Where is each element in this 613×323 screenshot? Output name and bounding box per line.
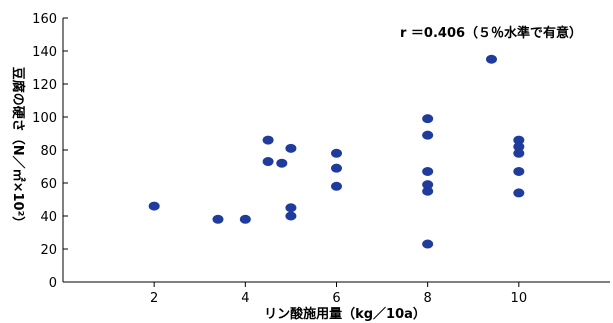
data-point — [331, 148, 342, 158]
data-point — [422, 180, 434, 190]
data-point — [331, 181, 342, 191]
data-point — [212, 214, 224, 224]
data-point — [513, 142, 525, 152]
x-ticks: 2 4 6 8 10 — [150, 282, 527, 306]
y-tick-label: 20 — [40, 243, 57, 258]
x-tick-label: 6 — [332, 291, 340, 306]
y-tick-label: 140 — [32, 45, 57, 60]
data-point — [513, 188, 525, 198]
data-point — [422, 186, 434, 196]
data-point — [485, 54, 497, 64]
data-point — [513, 135, 525, 145]
y-tick-label: 60 — [40, 177, 57, 192]
y-tick-label: 40 — [40, 210, 57, 225]
y-tick-label: 0 — [49, 276, 57, 291]
data-point — [285, 211, 297, 221]
data-point — [285, 203, 297, 213]
y-tick-label: 100 — [32, 111, 57, 126]
y-axis-label: 豆腐の硬さ（N／㎡×10²） — [10, 67, 26, 230]
data-point — [239, 214, 251, 224]
data-point — [148, 201, 160, 211]
correlation-annotation: r ＝0.406（５％水準で有意） — [400, 25, 582, 41]
x-tick-label: 2 — [150, 291, 158, 306]
data-point — [422, 239, 434, 249]
x-tick-label: 4 — [241, 291, 249, 306]
data-point — [422, 114, 434, 124]
data-point — [262, 157, 274, 167]
data-point — [285, 143, 297, 153]
y-tick-label: 120 — [32, 78, 57, 93]
data-point — [331, 163, 342, 173]
x-axis-label: リン酸施用量（kg／10a） — [264, 306, 426, 322]
data-point — [513, 166, 525, 176]
y-tick-label: 160 — [32, 12, 57, 27]
plot-area: 2 4 6 8 10 0 20 40 60 80 100 120 140 160 — [32, 12, 610, 306]
data-point — [422, 130, 434, 140]
y-tick-label: 80 — [40, 144, 57, 159]
x-tick-label: 10 — [511, 291, 528, 306]
data-point — [276, 158, 288, 168]
data-point — [262, 135, 274, 145]
data-points — [148, 54, 525, 249]
y-ticks: 0 20 40 60 80 100 120 140 160 — [32, 12, 68, 291]
data-point — [422, 166, 434, 176]
data-point — [513, 148, 525, 158]
x-tick-label: 8 — [424, 291, 432, 306]
